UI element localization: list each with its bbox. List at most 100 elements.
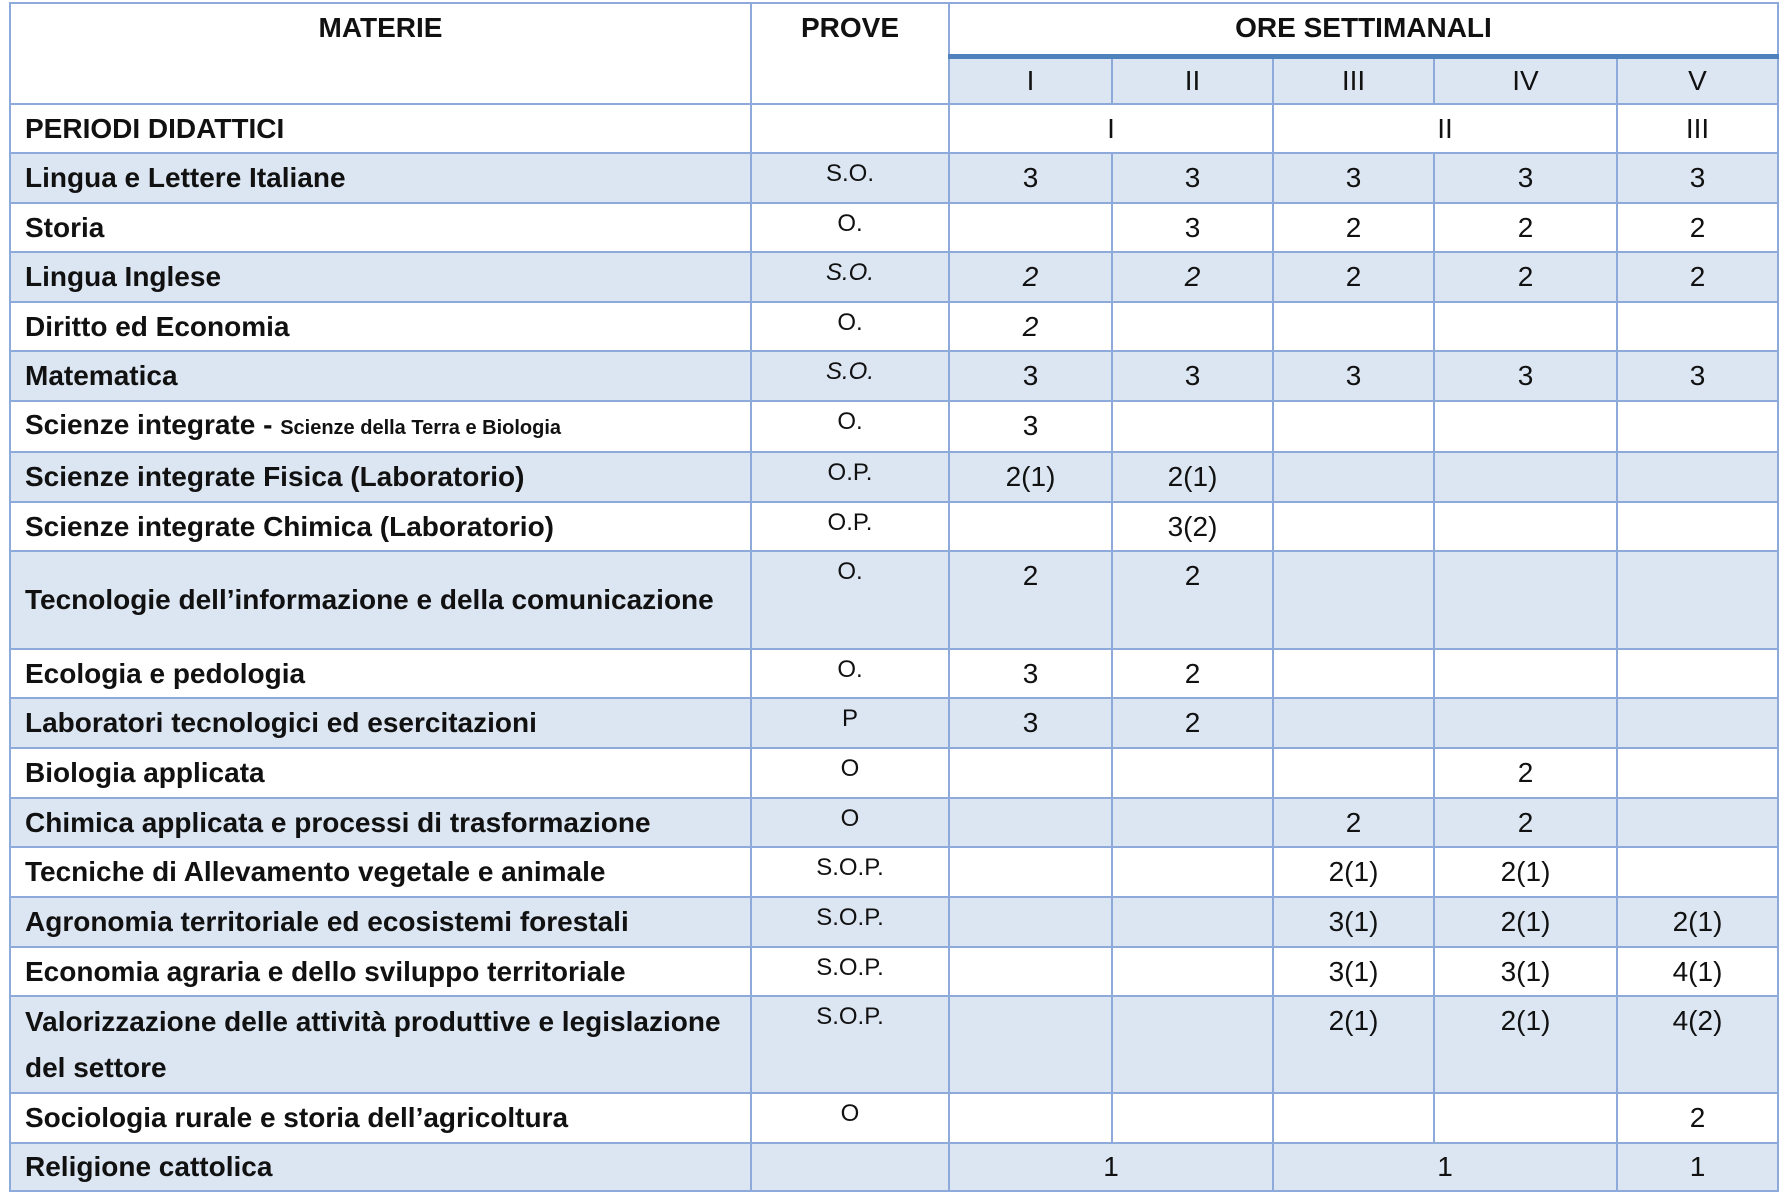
subject-name: Storia	[25, 211, 105, 243]
hours-cell	[948, 846, 1113, 898]
hours-cell	[1111, 747, 1274, 799]
table-row: Tecnologie dell’informazione e della com…	[9, 550, 1779, 650]
prove-cell: O.P.	[750, 501, 950, 552]
prove-cell: O.P.	[750, 451, 950, 503]
hours-cell	[1272, 1092, 1435, 1144]
hours-cell: 3(2)	[1111, 501, 1274, 552]
table-row: Ecologia e pedologia O. 3 2	[9, 648, 1779, 699]
hours-cell: 2	[1111, 697, 1274, 749]
hours-cell	[1111, 896, 1274, 948]
header-row: MATERIE PROVE ORE SETTIMANALI	[9, 2, 1779, 105]
table-row: Scienze integrate Fisica (Laboratorio) O.…	[9, 451, 1779, 503]
hours-cell: 2	[1272, 202, 1435, 253]
subject-cell: Biologia applicata	[9, 747, 752, 799]
subject-cell: Scienze integrate Fisica (Laboratorio)	[9, 451, 752, 503]
hours-cell	[1111, 995, 1274, 1094]
periodo-cell: I	[948, 103, 1274, 154]
hours-cell: 2(1)	[1272, 995, 1435, 1094]
subject-name: Ecologia e pedologia	[25, 657, 306, 689]
hours-cell	[1433, 501, 1618, 552]
subject-cell: Lingua e Lettere Italiane	[9, 152, 752, 204]
curriculum-table: MATERIE PROVE ORE SETTIMANALI I II III I…	[9, 2, 1779, 1192]
prove-cell: S.O.P.	[750, 846, 950, 898]
hours-cell: 2	[1616, 251, 1779, 303]
subject-cell: Scienze integrate Chimica (Laboratorio)	[9, 501, 752, 552]
subject-name: Agronomia territoriale ed ecosistemi for…	[25, 906, 629, 937]
subject-cell: Storia	[9, 202, 752, 253]
hours-cell: 2	[1616, 1092, 1779, 1144]
hours-cell	[948, 501, 1113, 552]
hours-cell	[1433, 400, 1618, 453]
subject-name: Valorizzazione delle attività produttive…	[25, 1005, 721, 1083]
subject-cell: Tecniche di Allevamento vegetale e anima…	[9, 846, 752, 898]
table-row: Tecniche di Allevamento vegetale e anima…	[9, 846, 1779, 898]
hours-cell: 2	[1433, 202, 1618, 253]
hours-cell	[1111, 301, 1274, 352]
table-row: Diritto ed Economia O. 2	[9, 301, 1779, 352]
prove-cell: O	[750, 1092, 950, 1144]
table-row: Economia agraria e dello sviluppo territ…	[9, 946, 1779, 997]
hours-cell: 2	[948, 301, 1113, 352]
hours-cell	[1272, 697, 1435, 749]
hours-cell	[948, 896, 1113, 948]
prove-cell: O	[750, 797, 950, 848]
hours-cell	[1111, 400, 1274, 453]
subject-cell: Lingua Inglese	[9, 251, 752, 303]
hours-cell	[1616, 846, 1779, 898]
religione-row: Religione cattolica 1 1 1	[9, 1142, 1779, 1192]
hours-cell: 3	[948, 648, 1113, 699]
prove-cell: O.	[750, 202, 950, 253]
subject-name: Lingua e Lettere Italiane	[25, 162, 346, 193]
hours-cell: 3	[948, 400, 1113, 453]
hours-cell: 2(1)	[1433, 995, 1618, 1094]
prove-cell	[750, 1142, 950, 1192]
prove-cell: S.O.	[750, 152, 950, 204]
ore-settimanali-header: ORE SETTIMANALI	[948, 2, 1779, 59]
subject-name: Chimica applicata e processi di trasform…	[25, 806, 651, 838]
subject-cell: Ecologia e pedologia	[9, 648, 752, 699]
year-header: III	[1272, 55, 1435, 105]
hours-cell: 2	[948, 251, 1113, 303]
hours-cell: 2	[1433, 797, 1618, 848]
hours-cell	[1111, 797, 1274, 848]
table-row: Lingua Inglese S.O. 2 2 2 2 2	[9, 251, 1779, 303]
hours-cell	[1272, 400, 1435, 453]
hours-cell	[1111, 946, 1274, 997]
hours-cell	[1272, 747, 1435, 799]
hours-cell: 2	[1111, 648, 1274, 699]
hours-cell: 3	[1111, 350, 1274, 402]
hours-cell	[1272, 501, 1435, 552]
hours-cell	[1272, 301, 1435, 352]
hours-cell: 2(1)	[1433, 896, 1618, 948]
hours-cell: 3	[948, 350, 1113, 402]
subject-cell: Valorizzazione delle attività produttive…	[9, 995, 752, 1094]
prove-header: PROVE	[750, 2, 950, 105]
hours-cell: 3(1)	[1272, 896, 1435, 948]
prove-cell: O.	[750, 550, 950, 650]
prove-cell: S.O.	[750, 350, 950, 402]
table-row: Scienze integrate Chimica (Laboratorio) O…	[9, 501, 1779, 552]
subject-cell: Tecnologie dell’informazione e della com…	[9, 550, 752, 650]
hours-cell: 2	[1111, 251, 1274, 303]
hours-cell: 2(1)	[1616, 896, 1779, 948]
hours-cell	[1616, 451, 1779, 503]
hours-cell: 3	[1111, 152, 1274, 204]
hours-cell: 3(1)	[1272, 946, 1435, 997]
prove-cell: O.	[750, 400, 950, 453]
subject-name: Diritto ed Economia	[25, 310, 290, 342]
periodo-cell: III	[1616, 103, 1779, 154]
hours-cell: 3	[1111, 202, 1274, 253]
subject-cell: Economia agraria e dello sviluppo territ…	[9, 946, 752, 997]
curriculum-table-container: MATERIE PROVE ORE SETTIMANALI I II III I…	[9, 2, 1779, 1192]
hours-cell: 3	[948, 697, 1113, 749]
religione-hours-cell: 1	[948, 1142, 1274, 1192]
subject-name: Lingua Inglese	[25, 261, 222, 292]
hours-cell	[1433, 697, 1618, 749]
periodi-label: PERIODI DIDATTICI	[9, 103, 752, 154]
table-row: Biologia applicata O 2	[9, 747, 1779, 799]
year-header: IV	[1433, 55, 1618, 105]
hours-cell: 2(1)	[1433, 846, 1618, 898]
hours-cell: 3	[948, 152, 1113, 204]
hours-cell: 2(1)	[1272, 846, 1435, 898]
hours-cell: 4(1)	[1616, 946, 1779, 997]
